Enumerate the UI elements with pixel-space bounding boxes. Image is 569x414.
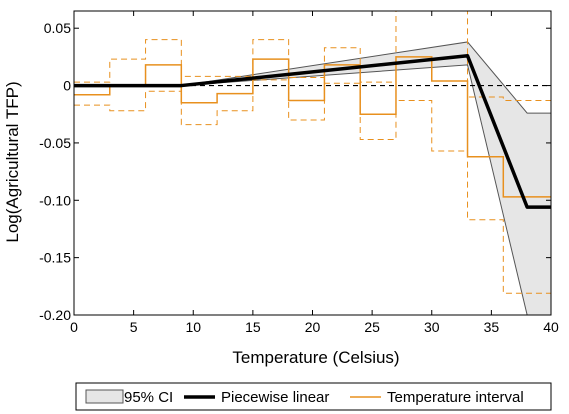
x-tick-label: 25	[364, 319, 380, 335]
y-axis-label: Log(Agricultural TFP)	[3, 81, 22, 242]
x-tick-label: 35	[484, 319, 500, 335]
x-tick-label: 30	[424, 319, 440, 335]
interval-lower-ci	[74, 79, 551, 294]
y-tick-label: -0.20	[39, 307, 71, 323]
x-axis-label: Temperature (Celsius)	[232, 348, 399, 367]
x-tick-label: 5	[130, 319, 138, 335]
legend-ci-label: 95% CI	[124, 389, 173, 406]
y-tick-label: -0.05	[39, 135, 71, 151]
interval-estimate	[74, 56, 551, 198]
piecewise-linear-line	[74, 53, 551, 209]
plot-area	[74, 11, 551, 315]
legend-box	[75, 382, 552, 411]
x-tick-label: 10	[185, 319, 201, 335]
x-tick-label: 20	[305, 319, 321, 335]
y-tick-label: -0.15	[39, 250, 71, 266]
x-tick-label: 40	[543, 319, 559, 335]
y-tick-label: -0.10	[39, 192, 71, 208]
y-tick-label: 0.05	[44, 20, 71, 36]
legend: 95% CI Piecewise linear Temperature inte…	[75, 382, 552, 411]
legend-interval-label: Temperature interval	[387, 389, 524, 406]
interval-upper-ci	[74, 11, 551, 101]
x-tick-label: 0	[70, 319, 78, 335]
legend-piecewise-label: Piecewise linear	[221, 389, 329, 406]
legend-ci-swatch	[85, 389, 124, 404]
y-tick-label: 0	[63, 78, 71, 94]
plot-content	[74, 11, 551, 315]
x-tick-label: 15	[245, 319, 261, 335]
axes: 0 5 10 15 20 25 30 35 40 0.05 0 -0.05 -0.10 -0.15 -0.2…	[39, 10, 559, 335]
